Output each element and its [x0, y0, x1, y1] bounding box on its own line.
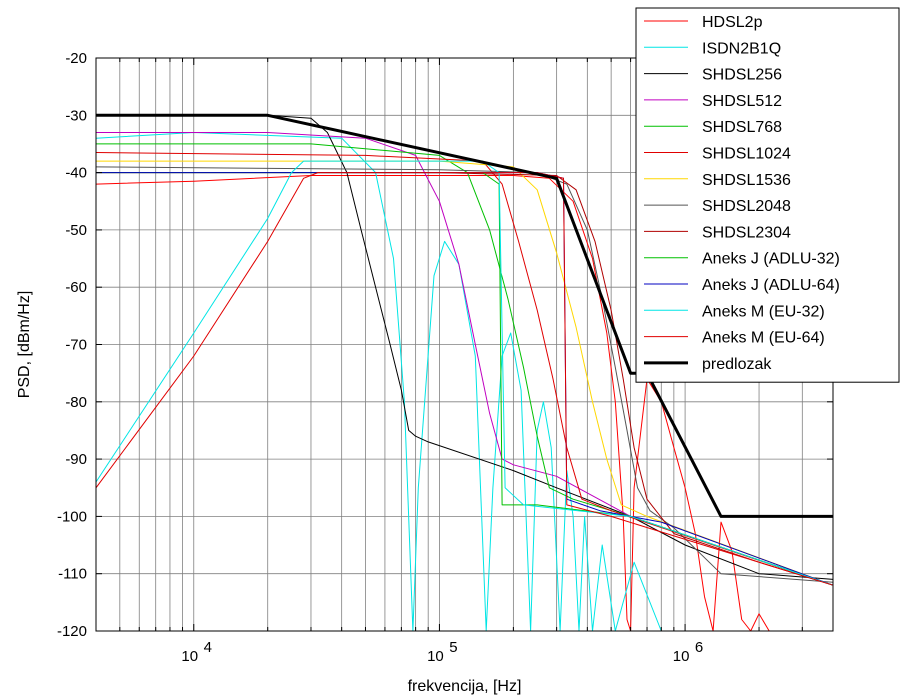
y-tick-label: -60 [65, 279, 87, 296]
y-tick-labels: -20 -30 -40 -50 -60 -70 -80 -90 -100 -110 -120 [57, 50, 87, 640]
y-tick-label: -100 [57, 508, 87, 525]
legend-entry: Aneks M (EU-32) [702, 303, 825, 320]
series-line [96, 132, 834, 586]
series-line [95, 175, 833, 632]
series-line [96, 114, 834, 580]
x-tick-label: 10 [673, 648, 690, 665]
x-tick-labels: 10 4 10 5 10 6 [181, 639, 703, 665]
x-tick-label-exponent: 4 [204, 639, 212, 656]
legend-entry: ISDN2B1Q [702, 40, 781, 57]
series-line [95, 172, 834, 586]
x-axis-label: frekvencija, [Hz] [408, 678, 522, 695]
legend-entry: SHDSL1536 [702, 172, 791, 189]
legend-entry: SHDSL2048 [702, 198, 791, 215]
y-tick-label: -40 [65, 165, 87, 182]
legend-entry: Aneks M (EU-64) [702, 330, 825, 347]
series-line [96, 143, 834, 586]
x-tick-label-exponent: 5 [449, 639, 457, 656]
legend-box [635, 7, 900, 383]
legend-entry: SHDSL768 [702, 119, 782, 136]
y-tick-label: -110 [58, 566, 87, 583]
series-line [95, 132, 833, 632]
legend-entry: SHDSL1024 [702, 146, 791, 163]
legend-entry: Aneks J (ADLU-32) [702, 251, 840, 268]
series-line [96, 113, 833, 518]
x-tick-label: 10 [181, 648, 198, 665]
series-line [95, 152, 834, 586]
y-tick-label: -20 [65, 50, 87, 67]
legend-entry: HDSL2p [702, 14, 763, 31]
series-layer [95, 113, 834, 632]
x-tick-label: 10 [427, 648, 444, 665]
y-tick-label: -120 [57, 623, 87, 640]
legend: HDSL2p ISDN2B1Q SHDSL256 SHDSL512 SHDSL768 SH… [635, 7, 900, 383]
y-tick-label: -70 [65, 337, 87, 354]
y-tick-label: -50 [65, 222, 87, 239]
legend-entry: SHDSL512 [702, 93, 782, 110]
y-tick-label: -30 [65, 107, 87, 124]
legend-entry: predlozak [702, 356, 772, 373]
legend-entry: SHDSL256 [702, 67, 782, 84]
legend-entry: SHDSL2304 [702, 224, 791, 241]
y-tick-label: -90 [65, 451, 87, 468]
y-axis-label: PSD, [dBm/Hz] [16, 291, 33, 399]
legend-entry: Aneks J (ADLU-64) [702, 277, 840, 294]
x-tick-label-exponent: 6 [695, 639, 703, 656]
y-tick-label: -80 [65, 394, 87, 411]
